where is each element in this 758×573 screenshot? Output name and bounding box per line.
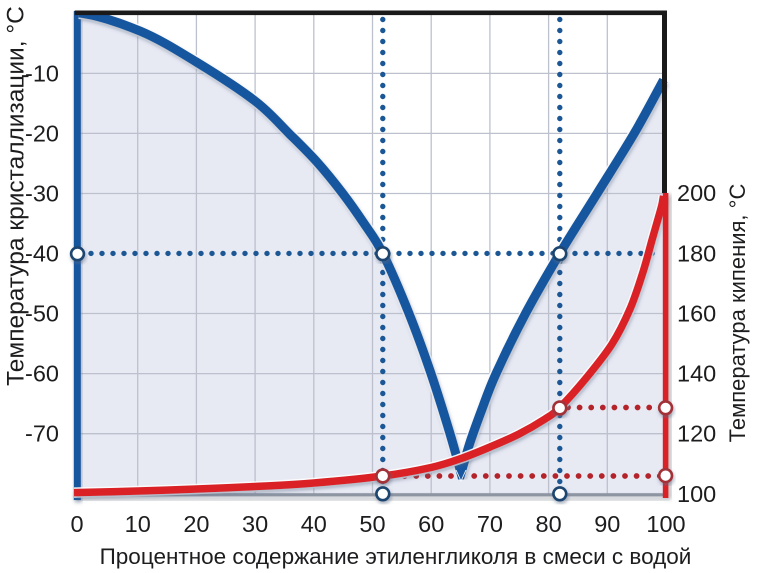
svg-text:80: 80 bbox=[536, 511, 562, 537]
svg-text:180: 180 bbox=[677, 240, 716, 266]
svg-text:100: 100 bbox=[677, 481, 716, 507]
svg-text:-50: -50 bbox=[25, 301, 59, 327]
svg-text:60: 60 bbox=[418, 511, 444, 537]
svg-text:-60: -60 bbox=[25, 361, 59, 387]
svg-text:-70: -70 bbox=[25, 421, 59, 447]
svg-text:-20: -20 bbox=[25, 120, 59, 146]
svg-text:Процентное содержание этиленгл: Процентное содержание этиленгликоля в см… bbox=[100, 544, 692, 569]
svg-text:70: 70 bbox=[477, 511, 503, 537]
svg-text:50: 50 bbox=[359, 511, 385, 537]
svg-text:90: 90 bbox=[594, 511, 620, 537]
svg-text:160: 160 bbox=[677, 301, 716, 327]
svg-text:20: 20 bbox=[183, 511, 209, 537]
svg-text:-30: -30 bbox=[25, 181, 59, 207]
svg-text:120: 120 bbox=[677, 421, 716, 447]
svg-text:Температура кипения, °С: Температура кипения, °С bbox=[725, 184, 750, 443]
svg-text:30: 30 bbox=[242, 511, 268, 537]
svg-text:-10: -10 bbox=[25, 60, 59, 86]
svg-text:-40: -40 bbox=[25, 240, 59, 266]
svg-text:140: 140 bbox=[677, 361, 716, 387]
svg-text:10: 10 bbox=[125, 511, 151, 537]
svg-text:200: 200 bbox=[677, 180, 716, 206]
svg-text:40: 40 bbox=[301, 511, 327, 537]
svg-text:0: 0 bbox=[70, 511, 83, 537]
svg-text:100: 100 bbox=[646, 511, 685, 537]
svg-text:Температура кристаллизации, °С: Температура кристаллизации, °С bbox=[3, 6, 30, 386]
